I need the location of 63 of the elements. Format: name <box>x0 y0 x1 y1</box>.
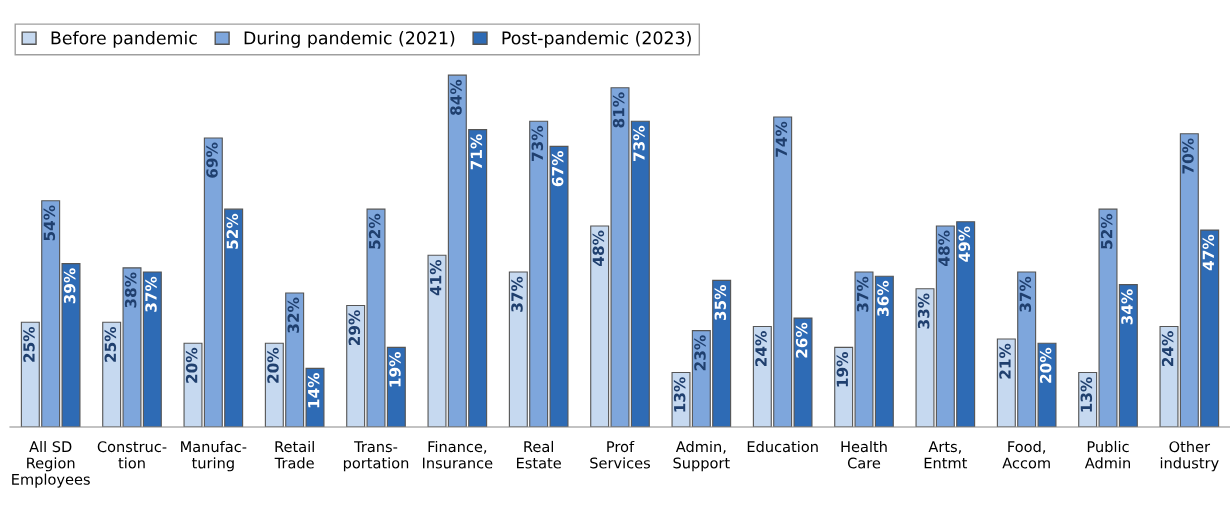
data-label: 24% <box>1161 331 1174 366</box>
data-label: 29% <box>348 310 361 346</box>
data-label: 36% <box>877 280 889 316</box>
data-label: 25% <box>104 326 117 362</box>
x-tick-label: Public Admin <box>1084 440 1130 469</box>
x-tick-label: Other industry <box>1160 440 1219 472</box>
x-tick-label: Construc- tion <box>97 441 167 469</box>
x-tick-label: Prof Services <box>590 440 651 469</box>
data-label: 48% <box>592 230 605 266</box>
data-label: 34% <box>1121 289 1133 325</box>
x-tick-label: Manufac- turing <box>181 440 247 472</box>
data-label: 37% <box>511 276 523 312</box>
data-label: 25% <box>23 326 35 362</box>
data-label: 67% <box>551 151 564 187</box>
x-tick-label: Real Estate <box>517 440 561 469</box>
data-label: 73% <box>633 125 645 161</box>
data-label: 52% <box>226 213 239 249</box>
data-label: 20% <box>267 347 279 383</box>
x-tick-label: Retail Trade <box>274 440 314 469</box>
x-tick-label: Finance, Insurance <box>422 440 493 469</box>
legend-label: Before pandemic <box>51 31 197 48</box>
legend-label: Post-pandemic (2023) <box>502 31 691 48</box>
data-label: 52% <box>368 213 381 249</box>
data-label: 41% <box>429 259 442 296</box>
x-tick-label: All SD Region Employees <box>12 440 90 488</box>
data-label: 32% <box>287 297 300 333</box>
data-label: 14% <box>307 373 320 408</box>
data-label: 69% <box>206 142 218 178</box>
legend-label: During pandemic (2021) <box>244 31 455 48</box>
data-label: 19% <box>389 352 401 387</box>
data-label: 37% <box>856 276 869 312</box>
data-label: 84% <box>450 79 462 115</box>
x-tick-label: Food, Accom <box>1002 440 1050 469</box>
data-label: 13% <box>673 377 686 412</box>
x-tick-label: Trans- portation <box>343 441 409 472</box>
data-label: 37% <box>145 276 157 312</box>
data-label: 71% <box>470 134 483 170</box>
data-label: 73% <box>531 125 544 161</box>
data-label: 23% <box>694 335 706 371</box>
data-label: 19% <box>836 352 849 387</box>
data-label: 39% <box>63 268 76 304</box>
data-label: 26% <box>795 322 808 358</box>
data-label: 81% <box>612 92 625 128</box>
data-label: 13% <box>1080 377 1093 412</box>
data-label: 35% <box>714 285 727 321</box>
data-label: 33% <box>917 293 930 329</box>
x-tick-label: Education <box>747 440 818 453</box>
data-label: 49% <box>958 226 971 262</box>
data-label: 20% <box>185 347 198 383</box>
data-label: 37% <box>1019 276 1032 312</box>
data-label: 38% <box>124 272 137 308</box>
x-tick-label: Admin, Support <box>673 440 730 472</box>
data-label: 20% <box>1039 347 1052 383</box>
x-tick-label: Health Care <box>841 440 887 469</box>
data-label: 24% <box>755 331 767 366</box>
data-label: 47% <box>1202 234 1215 271</box>
data-label: 74% <box>775 121 788 157</box>
x-tick-label: Arts, Entmt <box>924 441 968 469</box>
data-label: 21% <box>999 343 1011 379</box>
data-label: 54% <box>43 205 56 241</box>
data-label: 48% <box>938 230 950 266</box>
data-label: 70% <box>1182 138 1194 174</box>
data-label: 52% <box>1100 213 1113 249</box>
